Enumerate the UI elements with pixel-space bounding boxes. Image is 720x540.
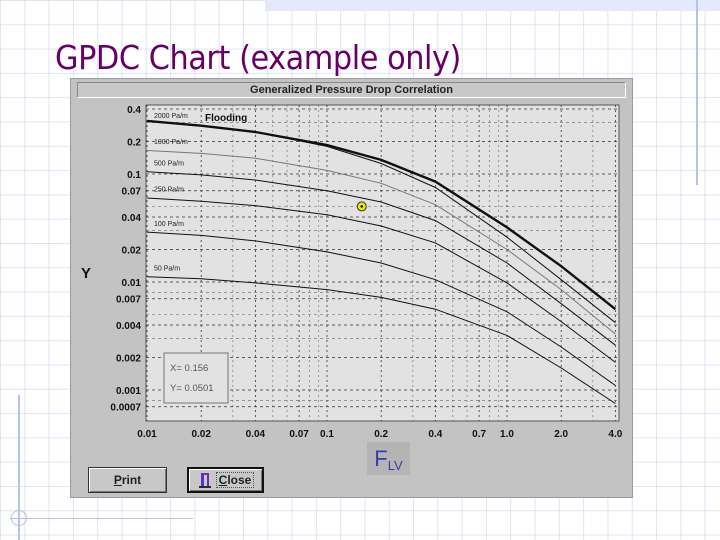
y-tick-label: 0.4 xyxy=(127,105,141,116)
y-tick-label: 0.1 xyxy=(127,170,141,181)
flooding-label: Flooding xyxy=(205,113,247,124)
y-tick-label: 0.2 xyxy=(127,137,141,148)
y-tick-label: 0.01 xyxy=(122,278,142,289)
curve-1000-pa-m xyxy=(146,150,616,335)
x-tick-label: 0.01 xyxy=(137,429,157,440)
y-axis-label: Y xyxy=(81,265,92,282)
curve-50-pa-m xyxy=(146,276,616,404)
x-tick-label: 0.07 xyxy=(289,429,309,440)
decorative-circle-icon xyxy=(11,510,27,526)
slide-title: GPDC Chart (example only) xyxy=(55,38,461,77)
x-tick-label: 0.7 xyxy=(472,429,486,440)
y-tick-label: 0.0007 xyxy=(110,403,141,414)
door-exit-icon xyxy=(198,473,211,488)
x-tick-label: 0.1 xyxy=(320,429,334,440)
print-mnemonic: P xyxy=(113,473,122,487)
y-tick-label: 0.007 xyxy=(116,295,141,306)
x-tick-label: 4.0 xyxy=(608,429,622,440)
y-tick-label: 0.004 xyxy=(116,321,141,332)
y-tick-label: 0.04 xyxy=(122,213,142,224)
curve-label: 500 Pa/m xyxy=(154,160,184,167)
operating-point-dot xyxy=(360,205,364,208)
coordinate-readout xyxy=(163,352,229,404)
curve-label: 2000 Pa/m xyxy=(154,113,188,120)
curve-label: 50 Pa/m xyxy=(154,265,180,272)
x-tick-label: 0.02 xyxy=(191,429,211,440)
window-title: Generalized Pressure Drop Correlation xyxy=(77,82,626,98)
x-axis-label: FLV xyxy=(367,442,410,475)
y-tick-label: 0.001 xyxy=(116,386,141,397)
close-label-rest: lose xyxy=(227,473,252,487)
gpdc-chart: 0.4 0.2 0.1 0.07 0.04 0.02 0.01 0.007 0.004 0.002… xyxy=(110,104,623,440)
x-tick-label: 0.2 xyxy=(374,429,388,440)
readout-x: X= 0.156 xyxy=(170,363,208,374)
y-tick-label: 0.07 xyxy=(122,187,142,198)
curve-label: 250 Pa/m xyxy=(154,186,184,193)
decorative-vertical-line xyxy=(696,0,698,185)
decorative-vertical-line-left xyxy=(18,395,20,540)
x-tick-label: 0.04 xyxy=(246,429,266,440)
curve-500-pa-m xyxy=(146,171,616,346)
print-label-rest: rint xyxy=(121,473,142,487)
curve-100-pa-m xyxy=(146,231,616,386)
x-tick-label: 2.0 xyxy=(554,429,568,440)
decorative-top-band xyxy=(265,0,720,11)
gpdc-window: Generalized Pressure Drop Correlation 0.… xyxy=(70,78,633,498)
curve-label: 100 Pa/m xyxy=(154,221,184,228)
curve-250-pa-m xyxy=(146,197,616,363)
curve-2000-pa-m xyxy=(146,120,616,324)
close-mnemonic: C xyxy=(218,473,228,487)
x-axis-label-main: F xyxy=(374,446,388,471)
y-tick-label: 0.002 xyxy=(116,353,141,364)
decorative-horizontal-line xyxy=(10,518,193,519)
readout-y: Y= 0.0501 xyxy=(170,383,214,394)
curve-label: 1000 Pa/m xyxy=(154,139,188,146)
x-tick-label: 0.4 xyxy=(428,429,442,440)
y-tick-label: 0.02 xyxy=(122,245,142,256)
x-tick-label: 1.0 xyxy=(500,429,514,440)
close-button[interactable]: Close xyxy=(187,467,264,493)
x-axis-label-sub: LV xyxy=(387,458,403,473)
